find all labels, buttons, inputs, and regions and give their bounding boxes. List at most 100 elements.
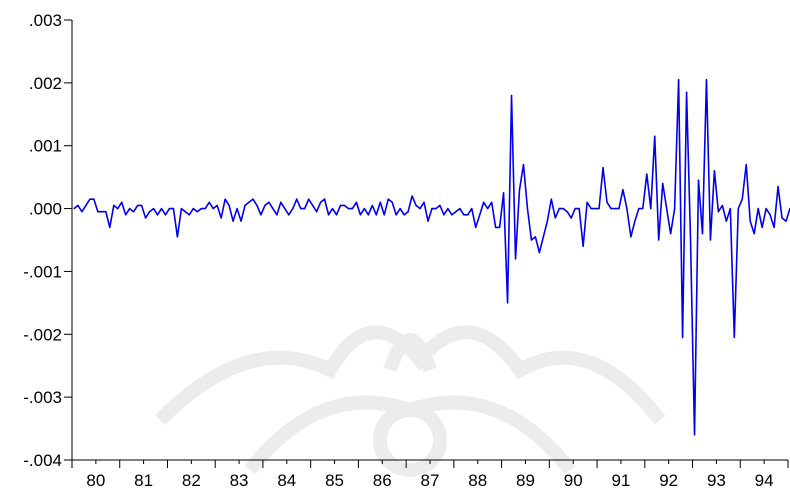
x-tick-label: 81: [134, 471, 153, 490]
data-point: [411, 195, 413, 197]
data-point: [81, 211, 83, 213]
data-point: [721, 204, 723, 207]
data-point: [399, 207, 401, 210]
data-point: [705, 79, 708, 81]
data-point: [327, 214, 330, 216]
data-point: [224, 198, 226, 200]
data-point: [574, 207, 576, 210]
data-point: [419, 207, 421, 210]
data-point: [614, 207, 616, 210]
data-point: [562, 207, 564, 210]
x-tick-label: 87: [421, 471, 440, 490]
data-point: [387, 198, 389, 200]
data-point: [753, 233, 755, 235]
data-point: [244, 204, 246, 207]
data-point: [594, 207, 596, 210]
data-point: [204, 207, 206, 210]
data-point: [316, 211, 318, 213]
data-point: [785, 220, 787, 222]
data-point: [236, 207, 238, 210]
y-tick-label: -.001: [23, 262, 62, 281]
data-point: [220, 217, 222, 219]
data-point: [666, 207, 668, 210]
data-point: [196, 211, 198, 213]
data-point: [459, 207, 461, 210]
data-point: [335, 214, 338, 216]
data-point: [439, 204, 441, 207]
data-point: [451, 214, 453, 216]
data-point: [765, 207, 767, 210]
data-point: [339, 204, 342, 207]
data-point: [77, 204, 79, 207]
data-point: [121, 201, 123, 203]
y-axis: .003 .002 .001 .000 -.001 -.002 -.003 -.004: [23, 11, 73, 470]
data-point: [403, 214, 405, 216]
x-tick-label: 83: [230, 471, 249, 490]
data-point: [455, 211, 457, 213]
data-point: [252, 198, 254, 200]
data-point: [582, 245, 584, 247]
data-point: [550, 198, 552, 200]
data-point: [435, 207, 437, 210]
data-point: [526, 207, 529, 210]
data-point: [160, 207, 163, 210]
data-point: [431, 207, 433, 210]
y-tick-label: -.002: [23, 325, 62, 344]
data-point: [391, 201, 393, 203]
data-point: [650, 207, 652, 210]
data-point: [558, 207, 560, 210]
data-point: [502, 192, 505, 194]
data-point: [256, 204, 258, 207]
data-point: [152, 207, 155, 210]
x-tick-label: 94: [755, 471, 774, 490]
x-tick-label: 84: [277, 471, 296, 490]
data-point: [606, 201, 608, 203]
data-point: [363, 207, 365, 210]
data-point: [590, 207, 592, 210]
data-point: [578, 207, 580, 210]
y-tick-label: .002: [29, 74, 62, 93]
data-point: [296, 198, 298, 200]
series-line: [73, 78, 790, 436]
x-tick-label: 89: [516, 471, 535, 490]
data-point: [479, 214, 481, 216]
x-tick-label: 88: [468, 471, 487, 490]
data-point: [89, 198, 91, 200]
data-point: [97, 211, 99, 213]
data-point: [407, 211, 409, 213]
data-point: [630, 236, 632, 238]
x-tick-label: 82: [182, 471, 201, 490]
data-point: [725, 220, 727, 222]
data-point: [216, 204, 218, 207]
y-tick-label: .003: [29, 11, 62, 30]
data-point: [292, 207, 294, 210]
data-point: [566, 211, 568, 213]
data-point: [200, 207, 202, 210]
data-point: [709, 239, 712, 241]
data-point: [658, 239, 660, 241]
data-point: [586, 201, 588, 203]
data-point: [638, 207, 640, 210]
data-point: [510, 94, 513, 97]
data-point: [101, 211, 103, 213]
data-point: [304, 207, 306, 210]
data-point: [538, 251, 540, 254]
data-point: [212, 207, 214, 210]
data-point: [769, 214, 771, 216]
data-point: [367, 214, 369, 216]
data-point: [447, 207, 449, 210]
data-point: [371, 204, 373, 207]
data-point: [670, 233, 672, 235]
y-tick-label: -.003: [23, 388, 62, 407]
data-point: [749, 220, 751, 222]
data-point: [144, 217, 147, 219]
data-point: [164, 214, 167, 216]
data-point: [506, 302, 509, 304]
data-point: [685, 91, 688, 93]
x-tick-label: 86: [373, 471, 392, 490]
data-point: [554, 217, 556, 219]
data-point: [188, 214, 190, 216]
data-point: [268, 201, 270, 203]
data-point: [359, 214, 361, 216]
